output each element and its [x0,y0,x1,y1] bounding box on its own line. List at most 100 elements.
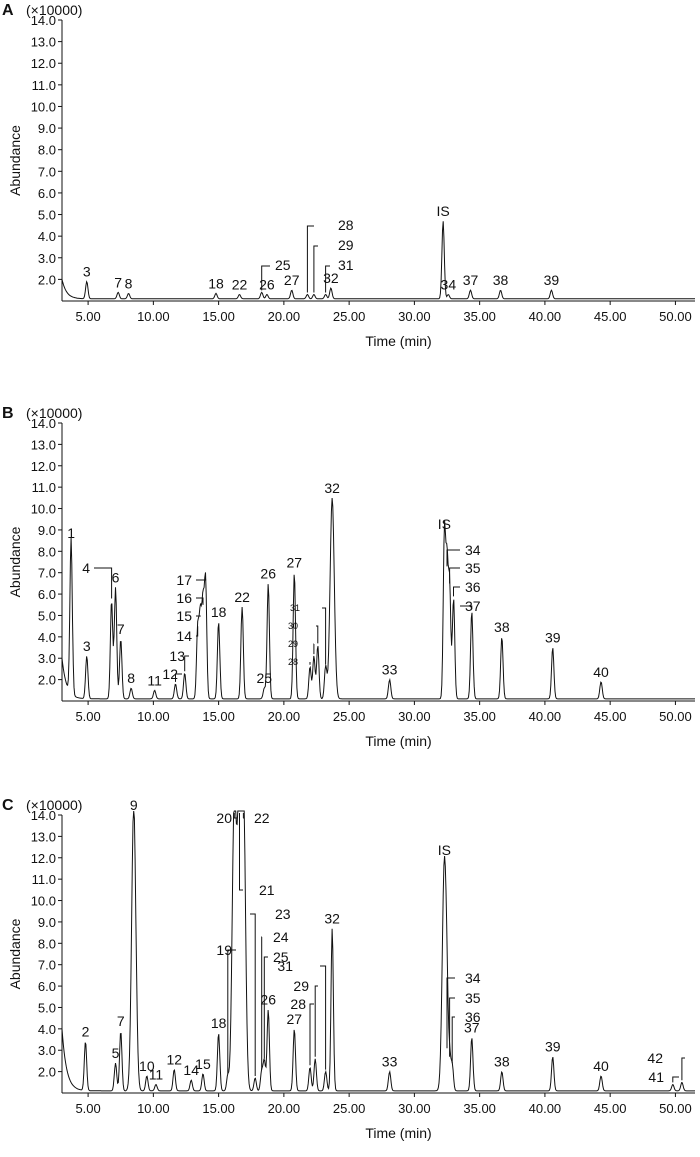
peak-leader-line [681,1057,685,1081]
peak-label: 34 [441,277,457,293]
peak-label: 18 [211,1015,227,1031]
panel-label: C [2,797,14,814]
peak-label: 35 [465,560,481,576]
peak-label: 28 [288,657,298,667]
peak-label: 29 [288,639,298,649]
y-tick-label: 9.0 [38,915,56,930]
peak-label: 40 [593,664,609,680]
y-tick-label: 3.0 [38,651,56,666]
y-tick-label: 13.0 [31,437,56,452]
peak-leader-line [446,549,460,567]
peak-label: 22 [232,277,248,293]
peak-label: 25 [275,257,291,273]
chromatogram-trace [61,497,695,700]
peak-label: 21 [259,882,275,898]
peak-label: 16 [176,590,192,606]
x-tick-label: 25.00 [333,1101,366,1116]
y-tick-label: 9.0 [38,121,56,136]
peak-label: 37 [464,1019,480,1035]
y-tick-label: 8.0 [38,544,56,559]
peak-leader-line [196,626,199,637]
peak-leader-line [175,673,182,682]
peak-label: 23 [275,906,291,922]
peak-label: 5 [112,1045,120,1061]
y-tick-label: 12.0 [31,459,56,474]
chart-panel-b: B (×10000) 2.0 3.0 4.0 5.0 6.0 7.0 8.0 9.0 10.0 11.… [2,405,695,749]
peak-label: 29 [338,237,354,253]
peak-leader-line [314,985,318,1057]
x-tick-label: 45.00 [594,709,627,724]
y-tick-label: 10.0 [31,502,56,517]
y-tick-label: 2.0 [38,272,56,287]
y-tick-label: 14.0 [31,808,56,823]
x-tick-label: 20.00 [268,709,301,724]
y-tick-label: 10.0 [31,99,56,114]
peak-label: 4 [82,560,90,576]
y-tick-label: 5.0 [38,1000,56,1015]
x-tick-label: 30.00 [398,309,431,324]
peak-leader-line [325,265,330,293]
peak-label: IS [438,516,451,532]
peak-label: 7 [117,621,125,637]
y-tick-label: 6.0 [38,186,56,201]
peak-label: 20 [216,810,232,826]
x-tick-label: 25.00 [333,709,366,724]
peak-label: 33 [382,662,398,678]
x-tick-label: 45.00 [594,1101,627,1116]
y-tick-label: 12.0 [31,56,56,71]
chromatogram-trace [61,810,695,1092]
peak-label: 25 [257,670,273,686]
y-tick-label: 2.0 [38,673,56,688]
peak-label: 30 [288,621,298,631]
peak-label: 28 [290,996,306,1012]
peak-leader-line [320,965,327,1070]
peak-label: 36 [465,579,481,595]
peak-leader-line [449,567,460,584]
peak-label: 15 [176,608,192,624]
peak-leader-line [94,567,113,599]
peak-label: 11 [147,672,162,688]
panel-label: B [2,405,14,422]
x-tick-label: 15.00 [202,309,235,324]
peak-label: 14 [183,1062,199,1078]
peak-leader-line [250,913,256,1076]
peak-leader-line [239,813,243,891]
peak-label: 9 [130,797,138,813]
y-tick-label: 4.0 [38,630,56,645]
peak-leader-line [233,813,237,819]
peak-label: 38 [494,619,510,635]
y-tick-label: 6.0 [38,979,56,994]
peak-label: IS [438,842,451,858]
peak-label: 34 [465,542,481,558]
x-tick-label: 5.00 [75,1101,100,1116]
chromatogram-trace [61,221,695,300]
x-tick-label: 50.00 [659,309,692,324]
peak-label: 31 [290,603,300,613]
peak-label: 35 [465,990,481,1006]
peak-label: 37 [465,598,481,614]
peak-leader-line [449,997,455,1057]
peak-leader-line [316,625,319,644]
peak-label: 3 [83,264,91,280]
y-tick-label: 7.0 [38,566,56,581]
peak-label: 3 [83,638,91,654]
y-tick-label: 13.0 [31,35,56,50]
x-tick-label: 10.00 [137,1101,170,1116]
x-tick-label: 15.00 [202,709,235,724]
peak-label: 40 [593,1058,609,1074]
x-tick-label: 30.00 [398,1101,431,1116]
peak-label: 38 [494,1054,510,1070]
peak-label: 42 [647,1050,663,1066]
y-tick-label: 9.0 [38,523,56,538]
y-axis-title: Abundance [7,526,23,597]
peak-label: 7 [117,1013,125,1029]
x-tick-label: 5.00 [75,309,100,324]
panel-label: A [2,2,14,19]
x-tick-label: 10.00 [137,709,170,724]
y-axis-title: Abundance [7,125,23,196]
x-tick-label: 15.00 [202,1101,235,1116]
peak-label: 38 [493,272,509,288]
peak-label: 26 [260,565,276,581]
y-tick-label: 7.0 [38,958,56,973]
peak-label: 34 [465,970,481,986]
